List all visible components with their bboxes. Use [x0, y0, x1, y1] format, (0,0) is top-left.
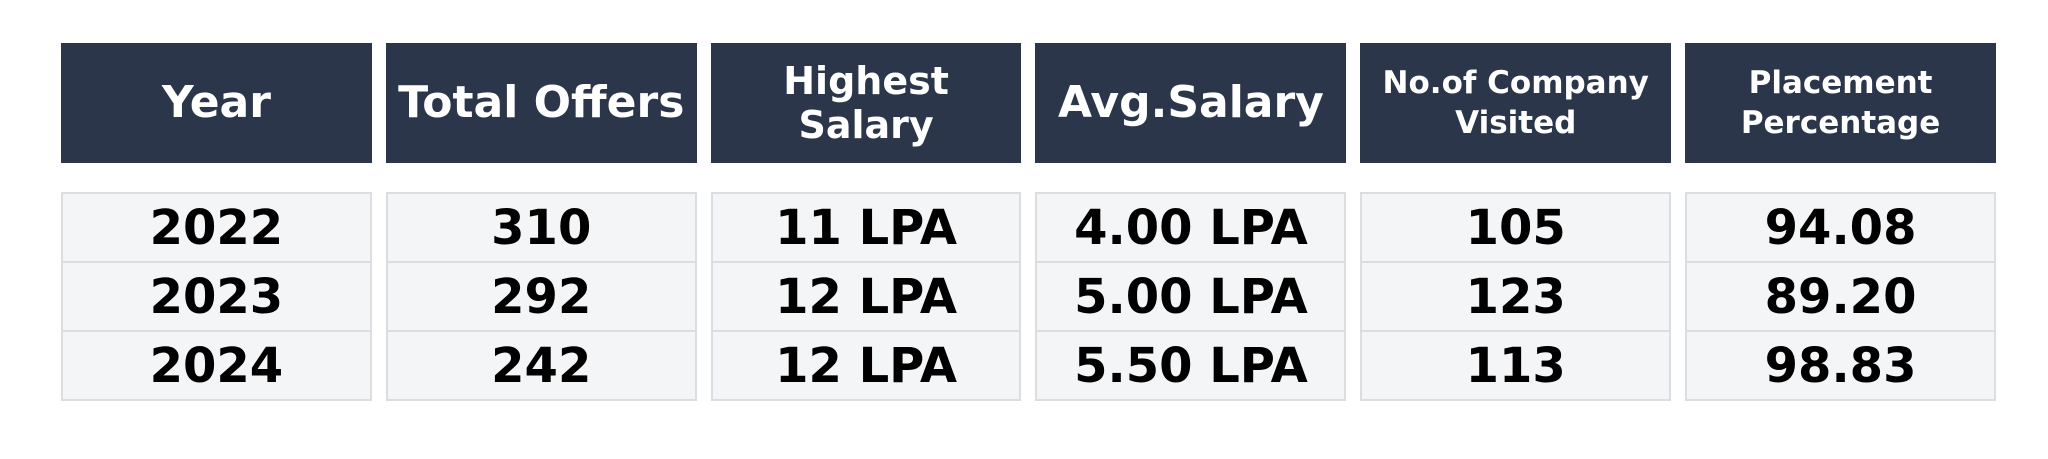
- table-cell: 5.50 LPA: [1037, 330, 1345, 399]
- table-column: Highest Salary 11 LPA 12 LPA 12 LPA: [710, 43, 1022, 401]
- table-cell: 2024: [63, 330, 370, 399]
- table-cell: 98.83: [1687, 330, 1994, 399]
- column-body: 310 292 242: [385, 192, 697, 401]
- table-cell: 310: [491, 199, 592, 256]
- column-body: 94.08 89.20 98.83: [1685, 192, 1996, 401]
- table-cell: 12 LPA: [712, 261, 1020, 330]
- table-column: No.of Company Visited 105 123 113: [1360, 43, 1672, 401]
- table-cell: 94.08: [1764, 199, 1917, 256]
- column-body: 2022 2023 2024: [61, 192, 372, 401]
- table-cell: 123: [1362, 261, 1670, 330]
- table-cell: 292: [387, 261, 695, 330]
- column-body: 11 LPA 12 LPA 12 LPA: [710, 192, 1022, 401]
- column-header: Highest Salary: [710, 43, 1022, 163]
- placement-table: Year 2022 2023 2024 Total Offers 310 292 242 Hig…: [61, 43, 1996, 401]
- column-header: Avg.Salary: [1035, 43, 1347, 163]
- table-cell: 2022: [149, 199, 284, 256]
- table-cell: 113: [1362, 330, 1670, 399]
- table-column: Year 2022 2023 2024: [61, 43, 372, 401]
- table-cell: 89.20: [1687, 261, 1994, 330]
- table-column: Placement Percentage 94.08 89.20 98.83: [1685, 43, 1996, 401]
- table-cell: 12 LPA: [712, 330, 1020, 399]
- column-header: Year: [61, 43, 372, 163]
- column-header: No.of Company Visited: [1360, 43, 1672, 163]
- table-column: Total Offers 310 292 242: [385, 43, 697, 401]
- table-cell: 5.00 LPA: [1037, 261, 1345, 330]
- table-cell: 242: [387, 330, 695, 399]
- table-cell: 4.00 LPA: [1074, 199, 1308, 256]
- column-body: 4.00 LPA 5.00 LPA 5.50 LPA: [1035, 192, 1347, 401]
- table-cell: 11 LPA: [775, 199, 958, 256]
- column-header: Placement Percentage: [1685, 43, 1996, 163]
- table-cell: 2023: [63, 261, 370, 330]
- table-cell: 105: [1465, 199, 1566, 256]
- column-header: Total Offers: [385, 43, 697, 163]
- column-body: 105 123 113: [1360, 192, 1672, 401]
- table-column: Avg.Salary 4.00 LPA 5.00 LPA 5.50 LPA: [1035, 43, 1347, 401]
